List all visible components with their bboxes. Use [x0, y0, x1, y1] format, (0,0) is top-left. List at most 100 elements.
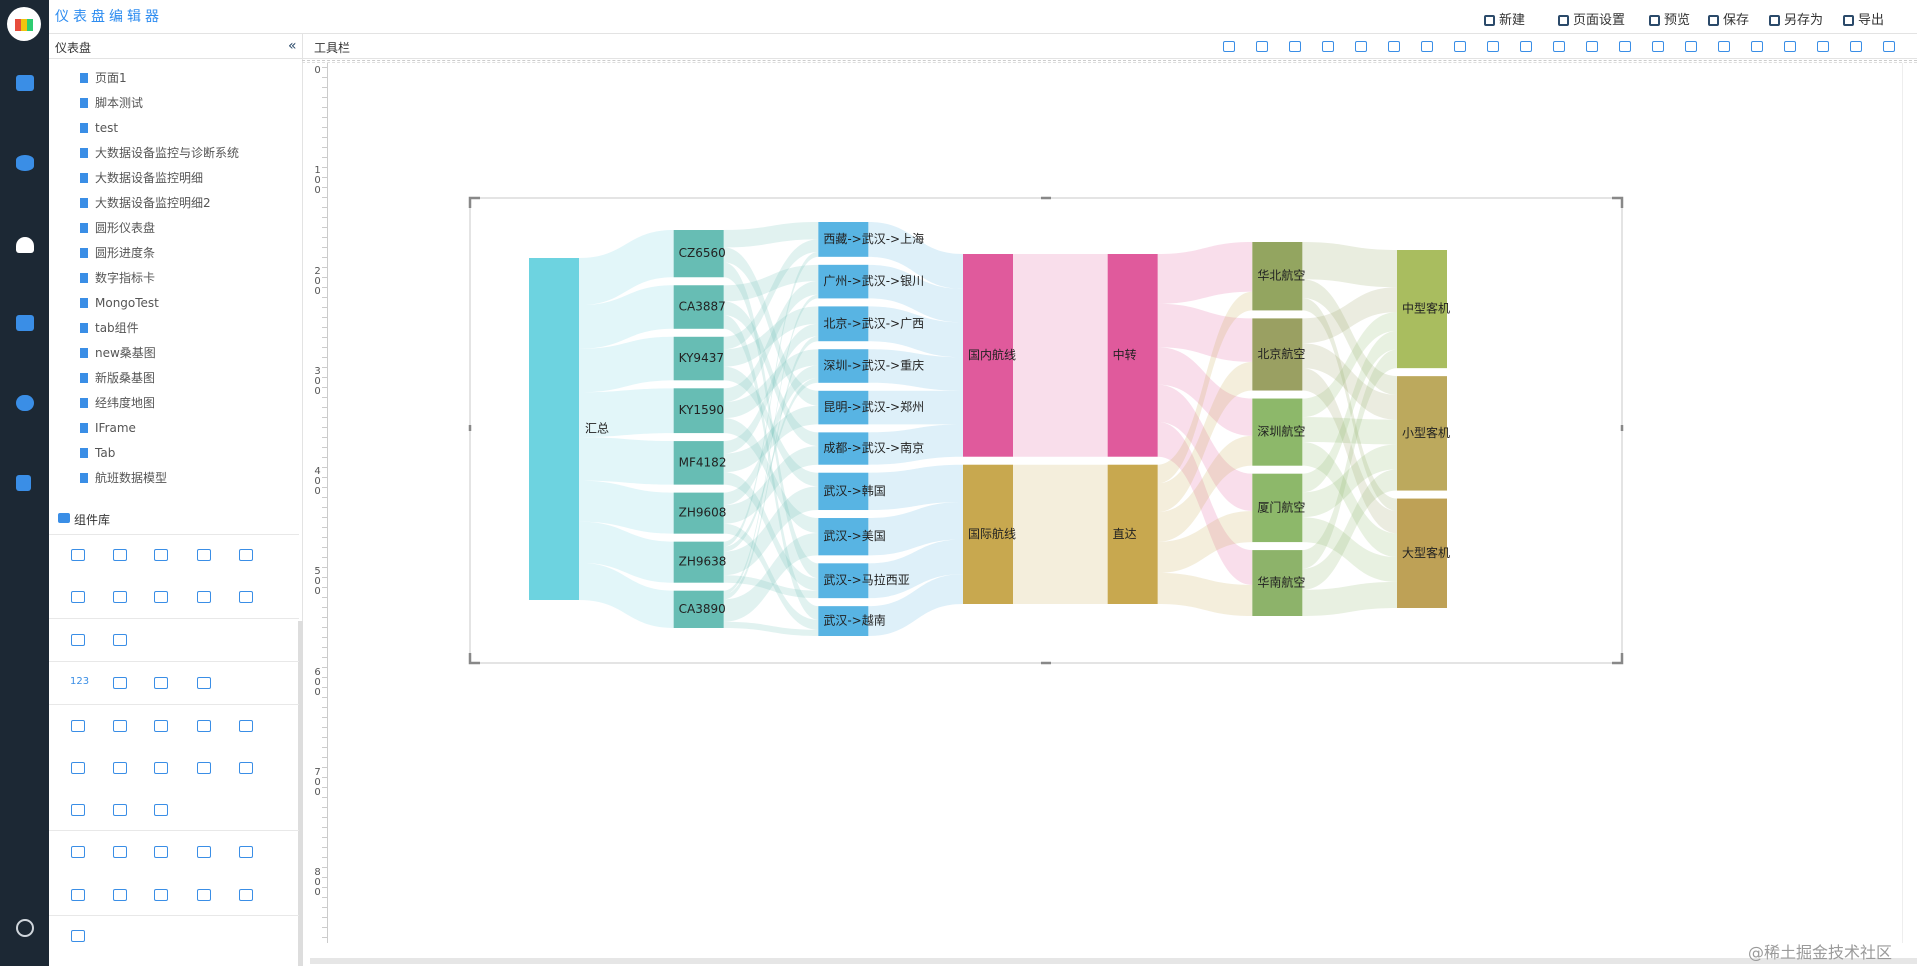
component-icon[interactable]	[239, 720, 253, 732]
toolbar-icon[interactable]	[1553, 41, 1565, 52]
panel-scrollbar[interactable]	[298, 621, 303, 966]
component-icon[interactable]	[239, 846, 253, 858]
collapse-icon[interactable]: «	[288, 38, 297, 54]
component-icon[interactable]	[154, 549, 168, 561]
toolbar-icon[interactable]	[1718, 41, 1730, 52]
component-icon[interactable]	[71, 804, 85, 816]
component-icon[interactable]	[197, 720, 211, 732]
component-icon[interactable]	[154, 889, 168, 901]
toolbar-icon[interactable]	[1289, 41, 1301, 52]
sankey-link	[1302, 581, 1397, 616]
sankey-node	[818, 518, 869, 556]
screen-icon[interactable]	[16, 315, 34, 331]
component-icon[interactable]	[71, 930, 85, 942]
page-item[interactable]: new桑基图	[95, 346, 156, 360]
toolbar-icon[interactable]	[1784, 41, 1796, 52]
action-save-as[interactable]: 另存为	[1769, 9, 1823, 28]
panel-title: 仪表盘	[55, 41, 92, 55]
action-export[interactable]: 导出	[1843, 9, 1884, 28]
page-item[interactable]: 大数据设备监控明细	[95, 171, 204, 185]
component-icon[interactable]	[113, 634, 127, 646]
action-page-settings[interactable]: 页面设置	[1558, 9, 1625, 28]
component-icon[interactable]	[154, 677, 168, 689]
toolbar-icon[interactable]	[1355, 41, 1367, 52]
component-icon[interactable]	[197, 846, 211, 858]
component-icon[interactable]	[113, 804, 127, 816]
canvas-scrollbar[interactable]	[310, 958, 1917, 964]
component-icon[interactable]	[239, 549, 253, 561]
component-icon[interactable]	[113, 677, 127, 689]
component-icon[interactable]	[154, 762, 168, 774]
toolbar-icon[interactable]	[1751, 41, 1763, 52]
power-icon[interactable]	[16, 919, 34, 937]
component-icon[interactable]	[113, 549, 127, 561]
component-icon[interactable]	[71, 549, 85, 561]
toolbar-icon[interactable]	[1685, 41, 1697, 52]
page-item[interactable]: 页面1	[95, 71, 127, 85]
component-icon[interactable]	[71, 591, 85, 603]
page-item[interactable]: 大数据设备监控与诊断系统	[95, 146, 240, 160]
component-icon[interactable]	[154, 591, 168, 603]
pdf-icon[interactable]	[16, 475, 31, 491]
component-icon[interactable]	[71, 889, 85, 901]
toolbar-icon[interactable]	[1850, 41, 1862, 52]
dashboard-icon[interactable]	[16, 237, 34, 253]
component-icon[interactable]	[71, 762, 85, 774]
action-preview[interactable]: 预览	[1649, 9, 1690, 28]
component-icon[interactable]	[197, 889, 211, 901]
home-icon[interactable]	[16, 75, 34, 91]
toolbar-icon[interactable]	[1388, 41, 1400, 52]
page-item[interactable]: 新版桑基图	[95, 371, 156, 385]
toolbar-icon[interactable]	[1817, 41, 1829, 52]
page-item[interactable]: test	[95, 121, 119, 135]
toolbar-icon[interactable]	[1487, 41, 1499, 52]
component-icon[interactable]	[197, 762, 211, 774]
toolbar-icon[interactable]	[1883, 41, 1895, 52]
page-item[interactable]: 数字指标卡	[95, 271, 156, 285]
component-icon[interactable]	[113, 762, 127, 774]
chart-frame	[469, 197, 1623, 664]
toolbar-icon[interactable]	[1586, 41, 1598, 52]
component-icon[interactable]	[154, 846, 168, 858]
component-icon[interactable]	[113, 720, 127, 732]
component-icon[interactable]	[239, 762, 253, 774]
action-new[interactable]: 新建	[1484, 9, 1525, 28]
action-save[interactable]: 保存	[1708, 9, 1749, 28]
page-item[interactable]: 圆形进度条	[95, 246, 156, 260]
number-icon[interactable]: 123	[70, 676, 90, 687]
toolbar-icon[interactable]	[1223, 41, 1235, 52]
toolbar-icon[interactable]	[1619, 41, 1631, 52]
component-icon[interactable]	[239, 591, 253, 603]
ruler-label: 100	[314, 165, 321, 197]
settings-icon[interactable]	[16, 395, 34, 411]
toolbar-icon[interactable]	[1454, 41, 1466, 52]
database-icon[interactable]	[16, 155, 34, 171]
component-icon[interactable]	[71, 720, 85, 732]
page-item[interactable]: 经纬度地图	[95, 396, 156, 410]
toolbar-icon[interactable]	[1256, 41, 1268, 52]
page-item[interactable]: 大数据设备监控明细2	[95, 196, 211, 210]
page-item[interactable]: IFrame	[95, 421, 136, 435]
toolbar-icon[interactable]	[1421, 41, 1433, 52]
component-icon[interactable]	[113, 591, 127, 603]
page-item[interactable]: MongoTest	[95, 296, 159, 310]
page-item[interactable]: tab组件	[95, 321, 139, 335]
page-item[interactable]: 脚本测试	[95, 96, 144, 110]
ruler-label: 500	[314, 566, 321, 598]
component-icon[interactable]	[239, 889, 253, 901]
page-item[interactable]: 航班数据模型	[95, 471, 168, 485]
component-icon[interactable]	[113, 889, 127, 901]
component-icon[interactable]	[71, 846, 85, 858]
component-icon[interactable]	[197, 591, 211, 603]
toolbar-icon[interactable]	[1322, 41, 1334, 52]
component-icon[interactable]	[197, 549, 211, 561]
component-icon[interactable]	[197, 677, 211, 689]
component-icon[interactable]	[154, 804, 168, 816]
page-item[interactable]: 圆形仪表盘	[95, 221, 156, 235]
toolbar-icon[interactable]	[1652, 41, 1664, 52]
component-icon[interactable]	[113, 846, 127, 858]
component-icon[interactable]	[71, 634, 85, 646]
toolbar-icon[interactable]	[1520, 41, 1532, 52]
page-item[interactable]: Tab	[95, 446, 116, 460]
component-icon[interactable]	[154, 720, 168, 732]
